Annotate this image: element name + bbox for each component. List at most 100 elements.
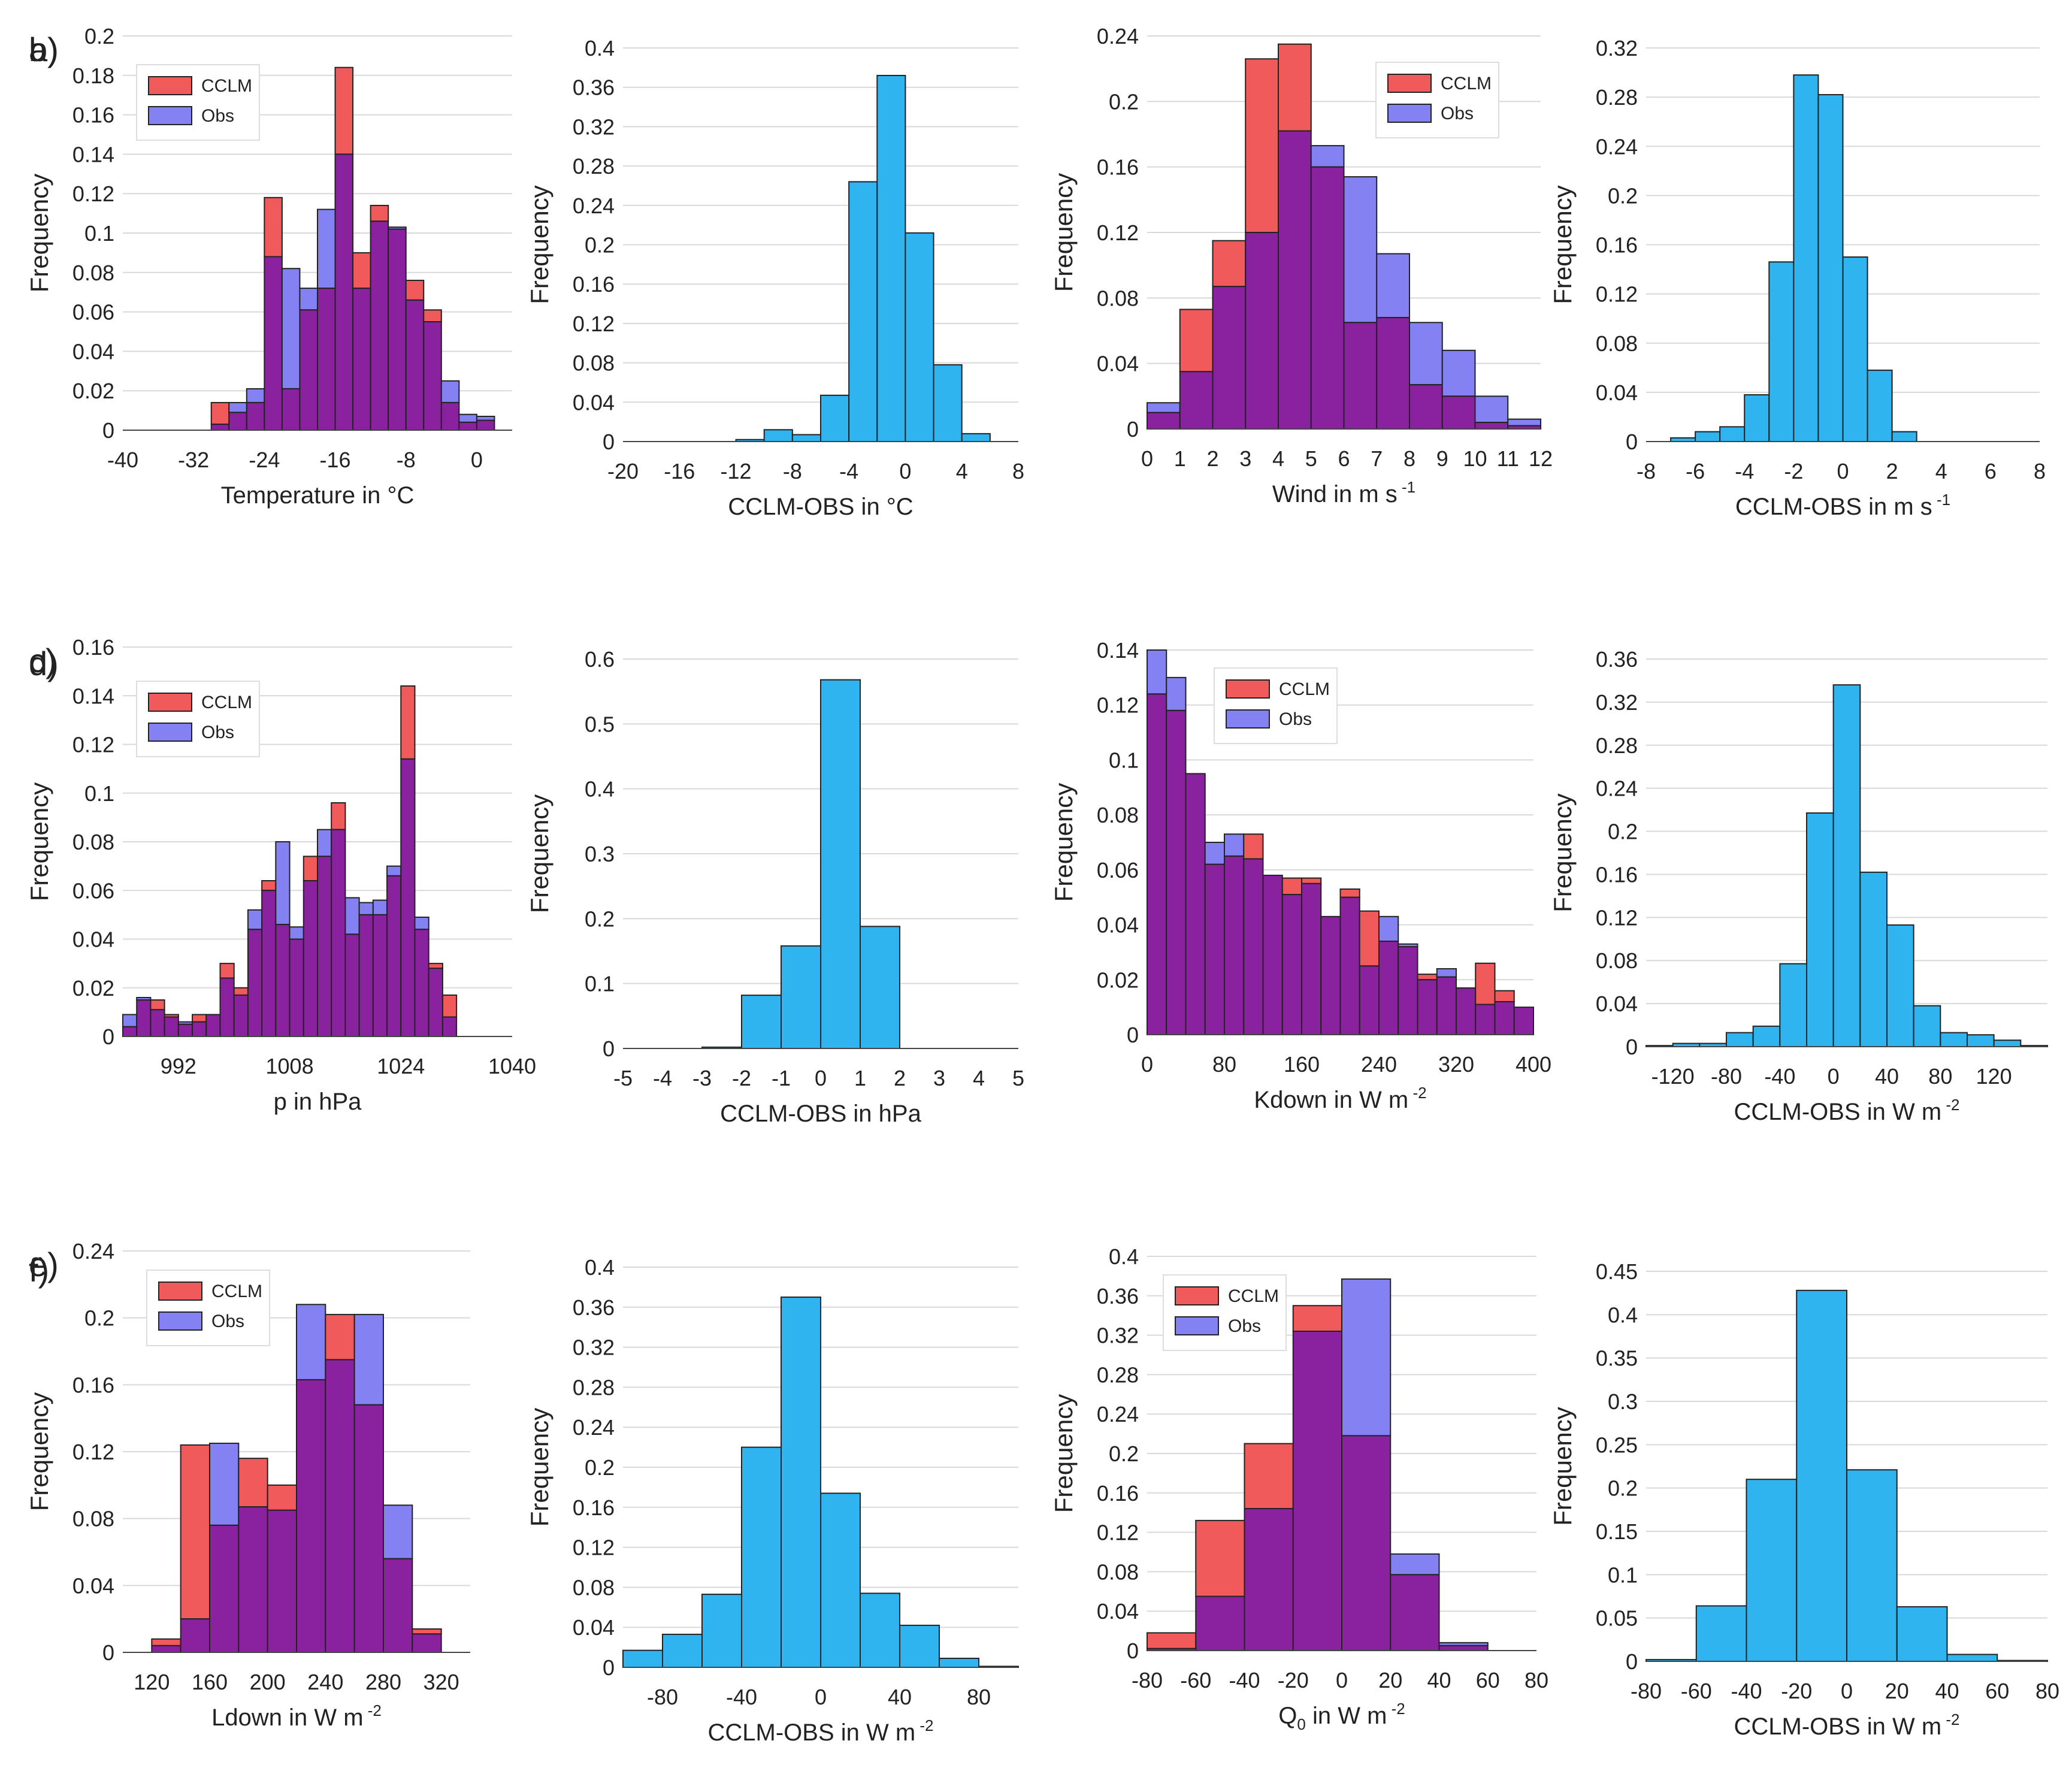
bar-overlap	[1281, 894, 1302, 1035]
x-tick-label: 0	[899, 459, 911, 483]
bar-overlap	[405, 299, 425, 431]
bar-difference	[1752, 1025, 1781, 1048]
y-tick-label: 0.16	[1097, 155, 1139, 180]
y-tick-label: 0.2	[1608, 183, 1638, 208]
bar-overlap	[1147, 412, 1181, 430]
bar-obs-excess	[440, 380, 460, 403]
y-tick-label: 0.4	[1608, 1302, 1638, 1327]
bar-overlap	[1262, 875, 1283, 1035]
y-tick-label: 0.08	[1097, 803, 1139, 827]
y-tick-label: 0.32	[573, 1335, 615, 1360]
x-tick-label: 0	[1141, 1052, 1153, 1077]
y-tick-label: 0.6	[585, 647, 615, 672]
bar-overlap	[1212, 286, 1247, 430]
bar-difference	[961, 433, 991, 442]
bar-overlap	[261, 890, 277, 1037]
bar-obs-excess	[1166, 676, 1187, 711]
bar-cclm-excess	[1494, 990, 1515, 1002]
bar-overlap	[441, 1016, 458, 1037]
y-tick-label: 0.16	[72, 103, 114, 128]
y-tick-label: 0.2	[84, 1306, 114, 1331]
bar-overlap	[151, 1645, 182, 1653]
x-tick-label: 4	[1935, 459, 1947, 483]
chart-panel-2: 0 0.04 0.08 0.12 0.16 0.2 0.24 0.28 0.32 0.36 0.4 -…	[525, 36, 1024, 520]
bar-obs-excess	[383, 1504, 413, 1560]
bar-difference	[741, 995, 782, 1049]
panel-label: e)	[29, 1246, 59, 1283]
y-axis-title: Frequency	[25, 1392, 53, 1511]
y-tick-label: 0	[102, 1024, 114, 1049]
x-tick-label: -80	[647, 1685, 678, 1709]
x-tick-label: 2	[894, 1066, 906, 1090]
x-axis-title: p in hPa	[274, 1089, 362, 1115]
bar-cclm-excess	[352, 252, 371, 289]
y-tick-label: 0.14	[1097, 638, 1139, 663]
x-tick-label: 11	[1497, 446, 1519, 471]
bar-difference	[701, 1594, 742, 1669]
y-tick-label: 0.14	[72, 142, 114, 167]
y-tick-label: 0.04	[573, 1615, 615, 1640]
bar-difference	[820, 394, 850, 442]
panel-label: c)	[29, 642, 57, 679]
bar-difference	[1886, 924, 1914, 1048]
bar-overlap	[275, 924, 291, 1037]
panel-label: a)	[29, 31, 59, 68]
x-tick-label: 6	[1985, 459, 1997, 483]
bar-difference	[1779, 963, 1807, 1047]
x-tick-label: -80	[1711, 1064, 1742, 1089]
bar-overlap	[264, 256, 283, 431]
x-tick-label: 0	[1336, 1668, 1348, 1693]
x-tick-label: 280	[365, 1670, 401, 1694]
x-axis-title: CCLM-OBS in hPa	[720, 1101, 921, 1127]
legend: CCLM Obs	[136, 681, 260, 757]
y-axis-title: Frequency	[1548, 793, 1577, 912]
y-tick-label: 0	[102, 418, 114, 443]
bar-overlap	[267, 1509, 297, 1653]
y-tick-label: 0.12	[573, 1536, 615, 1560]
y-tick-label: 0.15	[1596, 1519, 1638, 1544]
bar-cclm-excess	[267, 1484, 297, 1511]
y-tick-label: 0.04	[72, 1573, 114, 1598]
x-axis-title: Kdown in W m -2	[1254, 1084, 1426, 1113]
bar-overlap	[386, 875, 402, 1037]
bar-overlap	[1185, 773, 1206, 1036]
y-axis-title: Frequency	[1548, 1407, 1577, 1525]
chart-panel-1: 0 0.02 0.04 0.06 0.08 0.1 0.12 0.14 0.16 0.18 0.2 -…	[25, 24, 512, 509]
bar-overlap	[164, 1016, 179, 1037]
bar-overlap	[205, 1014, 221, 1037]
x-tick-label: 40	[888, 1685, 912, 1709]
x-tick-label: -8	[1637, 459, 1656, 483]
bar-cclm-excess	[151, 1638, 182, 1646]
bar-overlap	[476, 419, 495, 431]
bar-overlap	[1179, 371, 1214, 430]
y-tick-label: 0.24	[1097, 1402, 1139, 1427]
x-tick-label: 0	[815, 1066, 827, 1090]
chart-panel-8: 0 0.04 0.08 0.12 0.16 0.2 0.24 0.28 0.32 0.36 -120…	[1548, 647, 2048, 1125]
x-tick-label: 1040	[488, 1054, 536, 1078]
bar-overlap	[331, 829, 346, 1037]
legend-label-cclm: CCLM	[1441, 74, 1492, 93]
y-tick-label: 0.16	[72, 635, 114, 660]
bar-overlap	[1195, 1595, 1245, 1651]
y-tick-label: 0.2	[1109, 1441, 1139, 1466]
x-tick-label: -40	[1731, 1679, 1762, 1703]
x-tick-label: 0	[1841, 1679, 1853, 1703]
x-tick-label: 160	[192, 1670, 228, 1694]
bar-overlap	[388, 228, 407, 431]
y-tick-label: 0.08	[573, 351, 615, 376]
bar-obs-excess	[1147, 649, 1167, 695]
bar-difference	[933, 364, 963, 443]
legend-label-obs: Obs	[211, 1311, 244, 1331]
x-tick-label: -20	[607, 459, 639, 483]
y-tick-label: 0.08	[1596, 948, 1638, 973]
y-tick-label: 0	[603, 430, 615, 454]
x-tick-label: 160	[1284, 1052, 1320, 1077]
x-tick-label: 3	[933, 1066, 945, 1090]
bar-overlap	[238, 1506, 268, 1653]
bar-obs-excess	[358, 902, 374, 915]
bar-difference	[791, 434, 822, 443]
x-tick-label: 40	[1427, 1668, 1451, 1693]
bar-overlap	[1224, 855, 1245, 1036]
y-tick-label: 0	[1626, 1035, 1638, 1059]
y-tick-label: 0.06	[72, 878, 114, 903]
